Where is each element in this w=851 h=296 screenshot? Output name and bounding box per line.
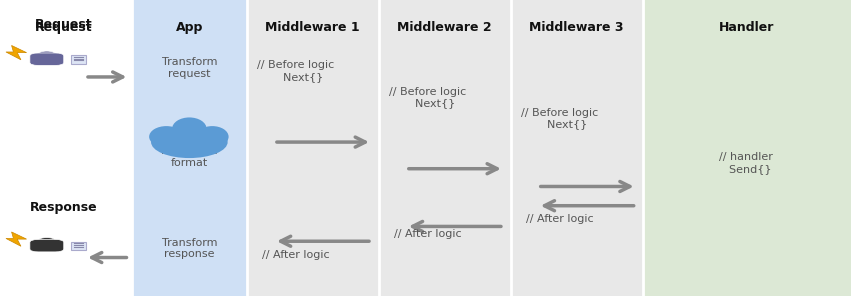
Text: Middleware 2: Middleware 2: [397, 21, 492, 34]
FancyBboxPatch shape: [0, 0, 132, 296]
FancyBboxPatch shape: [379, 0, 511, 296]
Text: Multicloud
format: Multicloud format: [161, 146, 218, 168]
Text: Middleware 3: Middleware 3: [529, 21, 624, 34]
Text: // Before logic
    Next{}: // Before logic Next{}: [257, 60, 334, 82]
Ellipse shape: [38, 237, 55, 243]
FancyBboxPatch shape: [30, 53, 64, 65]
Ellipse shape: [151, 126, 227, 158]
Ellipse shape: [172, 118, 207, 140]
Text: Transform
response: Transform response: [162, 238, 217, 259]
Text: // After logic: // After logic: [526, 214, 594, 224]
Text: // After logic: // After logic: [262, 250, 329, 260]
Ellipse shape: [38, 51, 55, 57]
Ellipse shape: [149, 126, 184, 147]
Polygon shape: [6, 232, 26, 246]
Text: // handler
  Send{}: // handler Send{}: [719, 152, 774, 173]
Polygon shape: [6, 46, 26, 60]
FancyBboxPatch shape: [511, 0, 643, 296]
Text: Request: Request: [35, 21, 93, 34]
Text: Transform
request: Transform request: [162, 57, 217, 79]
Text: App: App: [175, 21, 203, 34]
Text: Handler: Handler: [718, 21, 774, 34]
FancyBboxPatch shape: [30, 239, 64, 252]
Ellipse shape: [196, 126, 229, 147]
Text: // Before logic
    Next{}: // Before logic Next{}: [522, 108, 598, 129]
FancyBboxPatch shape: [71, 55, 86, 64]
FancyBboxPatch shape: [643, 0, 851, 296]
Text: Response: Response: [30, 201, 98, 214]
FancyBboxPatch shape: [132, 0, 247, 296]
Text: Middleware 1: Middleware 1: [266, 21, 360, 34]
Text: Request: Request: [35, 18, 93, 31]
Text: // After logic: // After logic: [394, 229, 462, 239]
Text: // Before logic
    Next{}: // Before logic Next{}: [390, 87, 466, 108]
FancyBboxPatch shape: [247, 0, 379, 296]
FancyBboxPatch shape: [71, 242, 86, 250]
